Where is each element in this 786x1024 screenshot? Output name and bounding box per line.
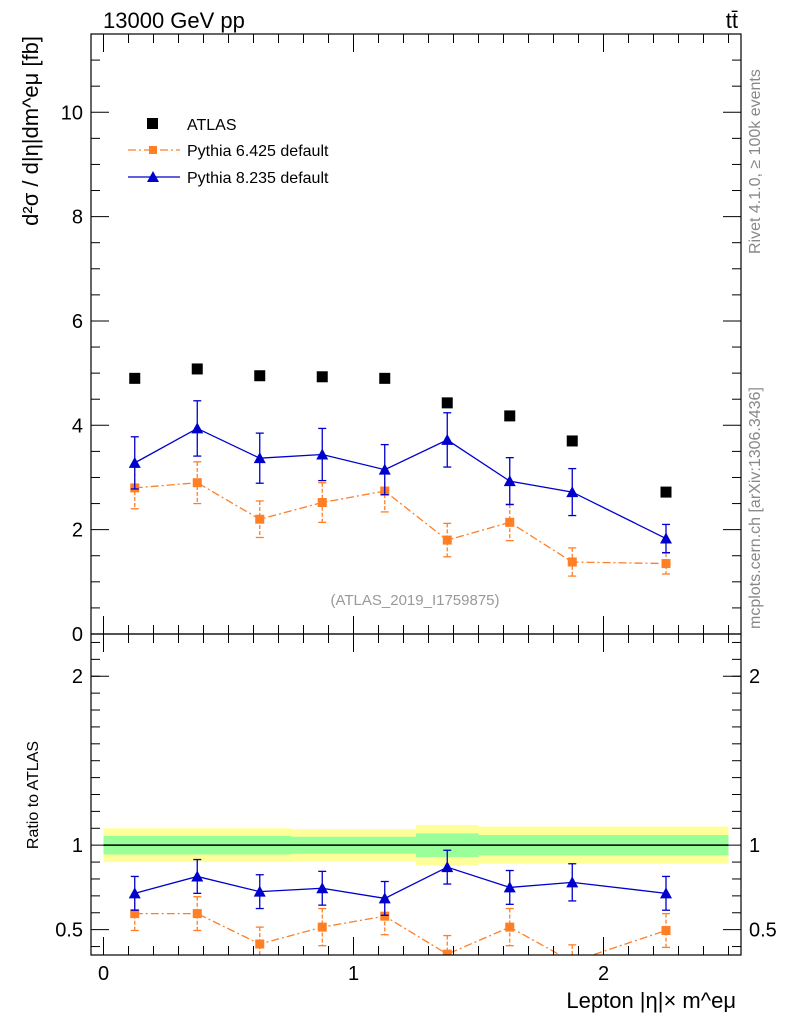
header-right: tt̄ (726, 8, 738, 33)
pythia8-point (441, 433, 454, 445)
top-panel-series (128, 363, 672, 577)
ratio-pythia8-point (253, 885, 266, 897)
ratio-pythia6-point (130, 909, 140, 919)
legend-label-atlas: ATLAS (187, 117, 237, 134)
top-ytick-label: 6 (72, 311, 83, 333)
top-ytick-label: 4 (72, 415, 83, 437)
pythia6-point (317, 498, 327, 508)
atlas-data-point (441, 397, 453, 409)
atlas-data-point (566, 435, 578, 447)
bot-ytick-label-left: 2 (72, 666, 83, 688)
pythia6-point (192, 478, 202, 488)
atlas-data-point (504, 410, 516, 422)
ratio-pythia8-point (660, 887, 672, 899)
ratio-pythia6-point (192, 909, 202, 919)
pythia8-point (191, 422, 204, 434)
pythia8-point (253, 452, 266, 464)
pythia8-line (134, 427, 667, 540)
ratio-panel-series (128, 849, 672, 966)
ratio-pythia8-point (441, 861, 454, 873)
pythia6-point (505, 517, 515, 527)
ratio-pythia8-point (316, 882, 329, 894)
analysis-id-label: (ATLAS_2019_I1759875) (330, 592, 499, 609)
pythia8-point (316, 448, 329, 460)
ratio-pythia8-point (503, 881, 516, 893)
top-ytick-label: 0 (72, 624, 83, 646)
top-ytick-label: 2 (72, 520, 83, 542)
xtick-label: 1 (348, 963, 359, 985)
mcplots-label: mcplots.cern.ch [arXiv:1306.3436] (747, 387, 764, 629)
xtick-label: 2 (598, 963, 609, 985)
pythia6-line (134, 482, 667, 565)
pythia8-point (128, 456, 141, 468)
xtick-label: 0 (98, 963, 109, 985)
legend-marker-atlas (147, 118, 158, 129)
top-ylabel: d²σ / d|η|dm^eμ [fb] (18, 36, 43, 226)
ratio-pythia8-point (191, 870, 204, 882)
pythia8-point (566, 486, 579, 498)
legend-marker-pythia6 (149, 146, 157, 154)
ratio-pythia6-point (255, 939, 265, 949)
bot-ytick-label-right: 1 (749, 835, 760, 857)
ratio-pythia8-point (128, 887, 141, 899)
pythia6-point (567, 557, 577, 567)
pythia6-point (255, 514, 265, 524)
top-ytick-label: 8 (72, 207, 83, 229)
bot-ytick-label-left: 0.5 (55, 920, 83, 942)
ratio-pythia6-point (442, 949, 452, 955)
atlas-data-point (660, 486, 672, 498)
x-axis-title: Lepton |η|× m^eμ (566, 988, 736, 1013)
legend-marker-pythia8 (147, 171, 159, 182)
bottom-ylabel: Ratio to ATLAS (25, 741, 42, 849)
ratio-pythia6-point (505, 922, 515, 932)
legend: ATLAS Pythia 6.425 default Pythia 8.235 … (128, 117, 329, 187)
bot-ytick-label-right: 2 (749, 666, 760, 688)
bot-ytick-label-right: 0.5 (749, 920, 777, 942)
axes: 0 2 4 6 8 10 0.5 0.5 1 1 2 2 0 1 2 (55, 34, 777, 985)
ratio-pythia8-point (566, 876, 579, 888)
atlas-data-point (316, 371, 328, 383)
pythia8-point (378, 463, 391, 475)
atlas-data-point (379, 372, 391, 384)
top-ytick-label: 10 (61, 102, 83, 124)
ratio-uncertainty-band (103, 824, 729, 866)
ratio-pythia6-point (661, 926, 671, 936)
atlas-data-point (129, 372, 141, 384)
pythia6-point (442, 535, 452, 545)
ratio-panel-frame (90, 633, 742, 956)
rivet-version-label: Rivet 4.1.0, ≥ 100k events (747, 69, 764, 254)
bot-ytick-label-left: 1 (72, 835, 83, 857)
pythia6-point (661, 559, 671, 569)
ratio-pythia8-point (378, 892, 391, 904)
legend-label-pythia6: Pythia 6.425 default (187, 143, 329, 160)
header-left: 13000 GeV pp (103, 8, 245, 33)
pythia8-point (503, 475, 516, 487)
legend-label-pythia8: Pythia 8.235 default (187, 170, 329, 187)
ratio-pythia8-line (134, 866, 667, 900)
atlas-data-point (254, 370, 266, 382)
ratio-pythia6-point (568, 957, 577, 966)
ratio-pythia6-point (380, 911, 390, 921)
ratio-pythia6-point (317, 922, 327, 932)
pythia8-point (660, 532, 672, 544)
atlas-data-point (191, 363, 203, 375)
